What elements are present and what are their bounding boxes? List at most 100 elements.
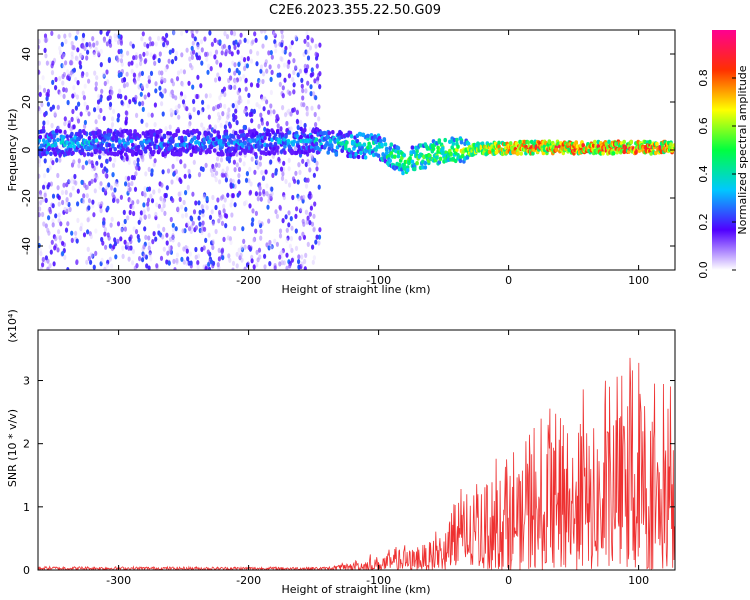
spectrogram-cell xyxy=(49,249,53,255)
spectrogram-cell xyxy=(190,65,194,71)
spectrogram-cell xyxy=(111,143,115,148)
spectrogram-cell xyxy=(97,201,101,208)
spectrogram-cell xyxy=(217,247,221,253)
spectrogram-cell xyxy=(283,77,287,83)
spectrogram-cell xyxy=(299,263,303,270)
snr-frame xyxy=(37,329,676,571)
spectrogram-cell xyxy=(110,263,114,269)
y-tick-label: 0 xyxy=(20,147,33,154)
spectrogram-cell xyxy=(315,234,319,240)
spectrogram-cell xyxy=(82,95,86,101)
spectrogram-cell xyxy=(120,52,124,58)
spectrogram-cell xyxy=(288,263,292,269)
spectrogram-cell xyxy=(201,166,205,172)
spectrogram-cell xyxy=(58,50,63,56)
spectrogram-cell xyxy=(304,209,308,215)
spectrogram-cell xyxy=(111,172,115,178)
spectrogram-cell xyxy=(255,131,259,136)
spectrogram-cell xyxy=(191,191,195,197)
spectrogram-cell xyxy=(157,146,162,152)
spectrogram-cell xyxy=(57,201,61,207)
spectrogram-cell xyxy=(311,244,315,250)
spectrogram-cell xyxy=(286,63,290,69)
spectrogram-cell xyxy=(131,204,135,210)
spectrogram-cell xyxy=(235,162,239,168)
snr-y-ticks: 0 1 2 3 xyxy=(23,375,675,577)
spectrogram-cell xyxy=(76,217,80,223)
spectrogram-cell xyxy=(87,159,92,165)
spectrogram-cell xyxy=(255,61,259,67)
spectrogram-cell xyxy=(38,235,41,241)
spectrogram-cell xyxy=(61,135,66,140)
spectrogram-cell xyxy=(42,120,46,126)
spectrogram-cell xyxy=(360,146,364,151)
spectrogram-cell xyxy=(167,245,172,251)
spectrogram-cell xyxy=(64,60,68,66)
spectrogram-cell xyxy=(159,129,163,134)
spectrogram-cell xyxy=(198,221,202,227)
spectrogram-cell xyxy=(174,226,178,232)
spectrogram-cell xyxy=(50,30,54,36)
spectrogram-cell xyxy=(166,168,171,174)
spectrogram-cell xyxy=(197,131,202,136)
spectrogram-cell xyxy=(312,227,316,233)
spectrogram-cell xyxy=(284,134,288,139)
spectrogram-cell xyxy=(393,154,397,159)
spectrogram-cell xyxy=(188,121,192,127)
spectrogram-cell xyxy=(491,148,495,153)
spectrogram-cell xyxy=(199,83,203,89)
spectrogram-cell xyxy=(308,126,312,132)
spectrogram-cell xyxy=(273,265,277,270)
spectrogram-cell xyxy=(306,80,310,86)
spectrogram-cell xyxy=(66,99,70,106)
spectrogram-cell xyxy=(186,184,190,190)
spectrogram-cell xyxy=(362,142,367,147)
spectrogram-cell xyxy=(86,229,90,235)
spectrogram-cell xyxy=(91,203,95,209)
spectrogram-cell xyxy=(207,232,211,238)
spectrogram-cell xyxy=(361,132,366,137)
spectrogram-x-axis-label: Height of straight line (km) xyxy=(281,283,430,296)
spectrogram-cell xyxy=(67,179,71,185)
spectrogram-cell xyxy=(38,247,42,253)
spectrogram-cell xyxy=(514,141,519,146)
spectrogram-cell xyxy=(317,104,321,110)
spectrogram-cell xyxy=(313,111,317,118)
spectrogram-cell xyxy=(384,151,389,156)
spectrogram-cell xyxy=(109,222,113,228)
spectrogram-cell xyxy=(135,63,139,69)
spectrogram-cell xyxy=(208,124,212,130)
spectrogram-cell xyxy=(219,157,224,163)
spectrogram-cell xyxy=(233,167,237,173)
spectrogram-cell xyxy=(306,55,311,61)
spectrogram-cell xyxy=(74,230,78,236)
spectrogram-cell xyxy=(300,83,304,89)
spectrogram-cell xyxy=(287,108,291,114)
spectrogram-cell xyxy=(77,101,81,107)
spectrogram-cell xyxy=(515,151,520,156)
spectrogram-cell xyxy=(246,99,250,105)
spectrogram-cell xyxy=(154,215,158,221)
spectrogram-cell xyxy=(202,193,206,200)
spectrogram-cell xyxy=(38,108,42,114)
spectrogram-cell xyxy=(223,212,227,218)
spectrogram-cell xyxy=(102,115,106,121)
spectrogram-cell xyxy=(108,128,113,134)
spectrogram-cell xyxy=(246,56,250,62)
spectrogram-cell xyxy=(107,57,111,64)
x-tick-label: -100 xyxy=(366,574,391,587)
spectrogram-cell xyxy=(278,233,283,239)
spectrogram-cell xyxy=(49,151,53,156)
spectrogram-cell xyxy=(284,214,288,220)
spectrogram-cell xyxy=(81,32,86,38)
spectrogram-cell xyxy=(213,124,218,130)
spectrogram-cell xyxy=(209,167,213,173)
spectrogram-cell xyxy=(261,43,265,49)
spectrogram-cell xyxy=(161,111,165,117)
spectrogram-cell xyxy=(54,213,58,219)
spectrogram-cell xyxy=(281,48,285,54)
spectrogram-cell xyxy=(71,150,75,155)
spectrogram-cell xyxy=(267,109,271,115)
spectrogram-cell xyxy=(257,247,262,253)
